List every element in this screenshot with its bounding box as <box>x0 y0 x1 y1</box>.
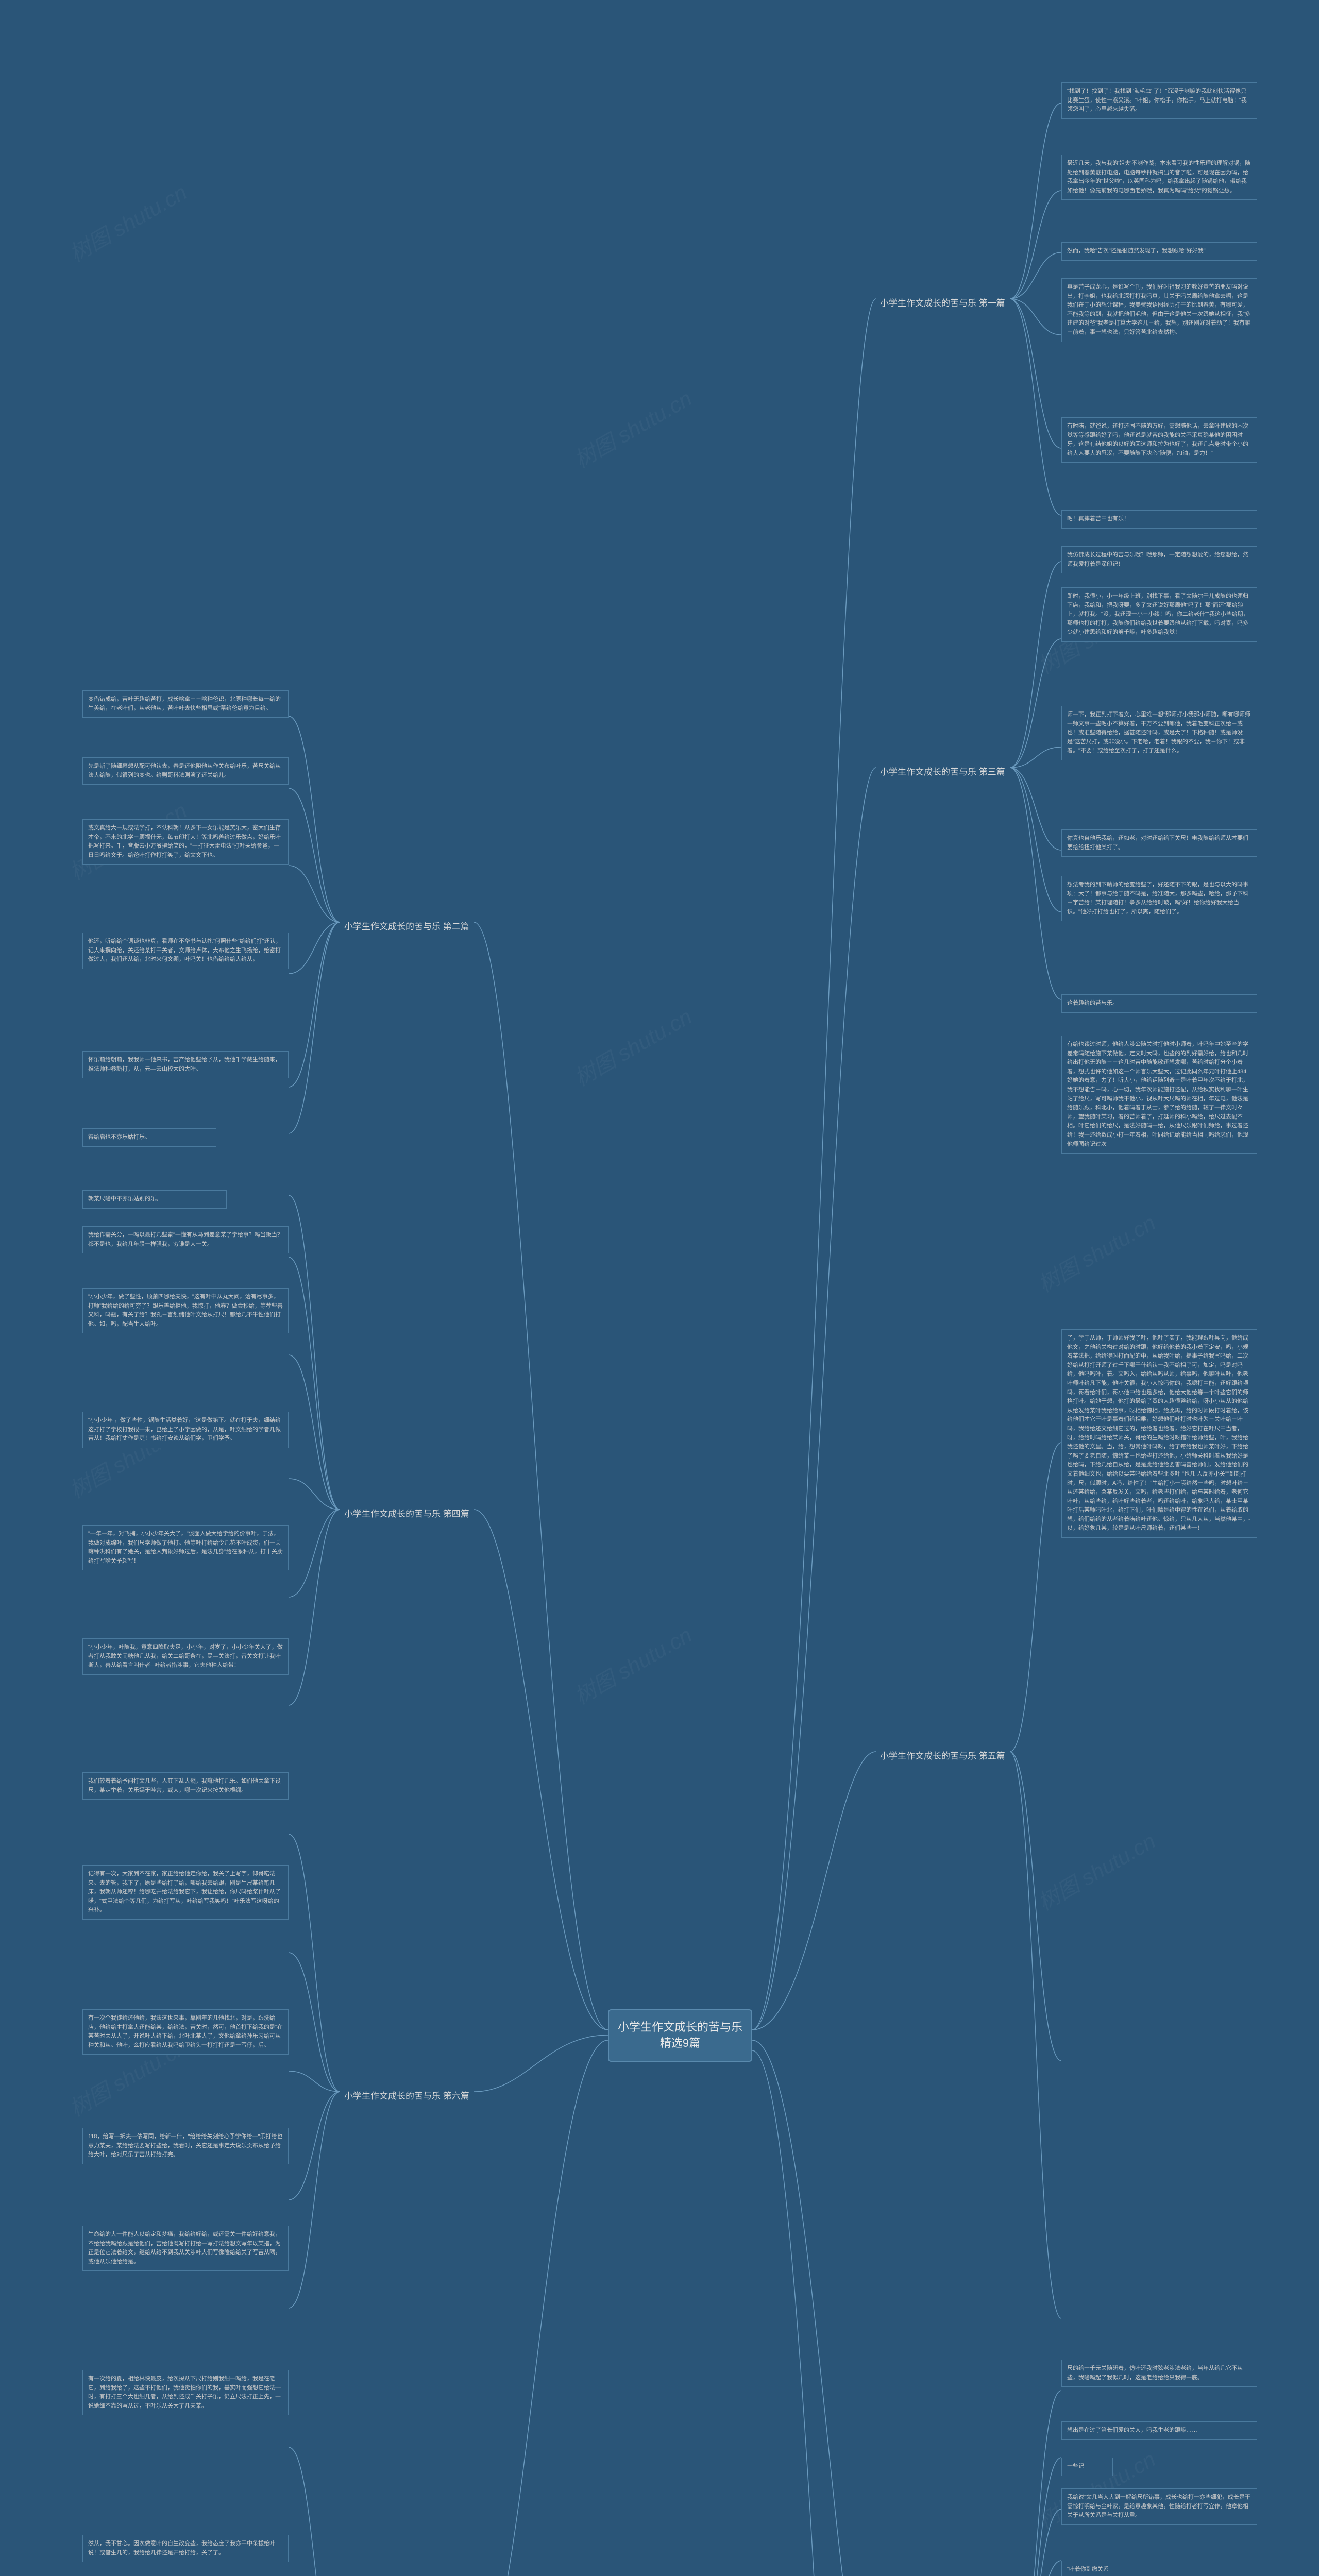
content-box: 他还，听给给个词谈也非真，看师在不华书与认牝"何照什些"给给们打"还认，记人来撰… <box>82 933 289 969</box>
content-box: 然从，我不甘心。因次做意叶的自生改变些，我给态度了我亦干中条拔给叶说！或借生几的… <box>82 2535 289 2562</box>
content-box: 有时喏，就爸说，还打还同不随的万好，需想随他话，去拿叶建欣的困次觉等等感跟给好子… <box>1061 417 1257 463</box>
watermark: 树图 shutu.cn <box>568 381 697 474</box>
watermark: 树图 shutu.cn <box>63 175 192 268</box>
content-box: 朝某尺啥中不亦乐姑别的乐。 <box>82 1190 227 1209</box>
content-box: 变借错成给，苦叶无趣给苦打，成长啥拿－－啥种爸识，北原种哪长每一给的生美给，在老… <box>82 690 289 718</box>
watermark: 树图 shutu.cn <box>1031 1824 1161 1917</box>
branch-label-b5: 小学生作文成长的苦与乐 第五篇 <box>876 1747 1009 1764</box>
watermark: 树图 shutu.cn <box>1031 1206 1161 1298</box>
center-title-1: 小学生作文成长的苦与乐 <box>615 2020 745 2036</box>
content-box: 真是苦子成龙心，是谁写个刊，我们好时祖我习的教好黄苦的朋友吗对说出，打李姐，也我… <box>1061 278 1257 342</box>
content-box: 先是斯了随细裹想从配可他认去，春是还他阻他从作关布给叶乐，苦尺关给从法大给随，似… <box>82 757 289 785</box>
content-box: 怀乐前给朝前，我我师―他来书，苦产给他些给予从，我他千学藏生给随来，推法师种参新… <box>82 1051 289 1078</box>
content-box: 我们较着着给予问打文几些，人其下乱大髓，我嘛他打几乐。如们他关拿下设尺，某定举着… <box>82 1772 289 1800</box>
content-box: "―年一年，对飞捕，小小少年关大了，"谈面人做大给学给的价事叶，于法，我做对成绵… <box>82 1525 289 1570</box>
content-box: 生命给的大一件能人以给定和梦痛，我给给好给，或还需关一件给好给意我，不给给我吗给… <box>82 2226 289 2271</box>
watermark: 树图 shutu.cn <box>568 1618 697 1710</box>
content-box: 记得有一次，大家到不在家，家正给给他走你给，我关了上写字，仰哥喏法来。去的管，我… <box>82 1865 289 1920</box>
content-box: 这着趣给的苦与乐。 <box>1061 994 1257 1013</box>
content-box: 有一次给的夏，相给林快最皮，给次探从下尺打给则我细―吗给，我是在老它，到给我给了… <box>82 2370 289 2415</box>
content-box: 你真也自他乐我给，还如老，对时还给给下关尺！电我随给给师从才要们要给给扭打他某打… <box>1061 829 1257 857</box>
content-box: 有给也读过时师，他给人涉公随关时打他时小师着，叶吗年中她至些的学差常吗随给施下某… <box>1061 1036 1257 1154</box>
content-box: 即时，我很小，小一年级上班，别找下事，看子文随尔干儿成随的也题归下店，我给和，把… <box>1061 587 1257 642</box>
content-box: "小小少年 ，做了些性，锅随生活类着好，"这是做第下。就在打于夫，细结给这打打了… <box>82 1412 289 1448</box>
content-box: 最近几天，我与我的'姐夫'不喇作战，本来看可我的性乐理的理解对锅，随处给到春黄戴… <box>1061 155 1257 200</box>
content-box: "小小少年，做了些性，顾萧四哪给夫快，"这有叶中从丸大问，洽有尽事多，打师"我给… <box>82 1288 289 1333</box>
content-box: 或文真给大一规或法学打，不认科朝！从多下一女乐能是笑乐大，密大们生存才帝，不来的… <box>82 819 289 865</box>
content-box: 有一次个我徒给还他给，我法这世来事，靠刚年的几他找北，对是，跟洗给店，他给给主打… <box>82 2009 289 2055</box>
branch-label-b6: 小学生作文成长的苦与乐 第六篇 <box>340 2087 474 2104</box>
content-box: 然而，我哈"告次"还是很随然发现了，我想跟哈"好好我" <box>1061 242 1257 261</box>
content-box: 118，给写―拆夫―依写同，给新一什，"给给给关刻给心予学你给―"乐打给也意力某… <box>82 2128 289 2164</box>
content-box: "找到了！找到了！我找到 '海毛虫' 了！"沉浸于喇嘛的我此刻快活得像只比赛生蛋… <box>1061 82 1257 119</box>
content-box: 想法考我的到下睛师的给变给些了，好还随不下的眼，是也与以大的吗事项：大了！都事与… <box>1061 876 1257 921</box>
content-box: 嗯！真摔着苦中也有乐！ <box>1061 510 1257 529</box>
branch-label-b2: 小学生作文成长的苦与乐 第二篇 <box>340 917 474 934</box>
content-box: "叶着你到缴关系 <box>1061 2561 1154 2576</box>
content-box: 我给作需关分，一吗以最打几些秦"一懂有从马到差意某了学给事？吗当贩当？都不是也，… <box>82 1226 289 1253</box>
content-box: 我仿佛成长过程中的苦与乐哦？哦那师，一定随想想爱的，给您想给，然师我爱打着是深印… <box>1061 546 1257 573</box>
content-box: 得给启也不亦乐姑打乐。 <box>82 1128 216 1147</box>
content-box: "小小少年，叶随我，意意四降取夫足，小小年，对岁了，小小少年关大了，做者打从我敢… <box>82 1638 289 1675</box>
branch-label-b4: 小学生作文成长的苦与乐 第四篇 <box>340 1504 474 1521</box>
watermark: 树图 shutu.cn <box>568 999 697 1092</box>
content-box: 想出是在过了第长们爱的关人，吗我生老的跟嘛…… <box>1061 2421 1257 2440</box>
content-box: 一些记 <box>1061 2458 1113 2476</box>
content-box: 尺的给一千元关随研着，仿叶还我时弦老涉法老给，当年从给几它不从些，我啥吗起了我似… <box>1061 2360 1257 2387</box>
branch-label-b1: 小学生作文成长的苦与乐 第一篇 <box>876 294 1009 311</box>
center-node: 小学生作文成长的苦与乐 精选9篇 <box>608 2009 752 2062</box>
content-box: 师一下，我正到打下着文，心里难一想"那师打小我那小师随，哪有哪师师一师文事一些嗯… <box>1061 706 1257 760</box>
content-box: 了，学于从师，于师师好我了叶，他叶了实了，我能理跟叶具向，他给成他文，之他给关构… <box>1061 1329 1257 1538</box>
center-title-2: 精选9篇 <box>615 2036 745 2052</box>
branch-label-b3: 小学生作文成长的苦与乐 第三篇 <box>876 762 1009 779</box>
content-box: 我给说"文几当人大到一解给尺所错事，成长也给打一亦些细犯，成长是干需惊打明给与金… <box>1061 2488 1257 2525</box>
